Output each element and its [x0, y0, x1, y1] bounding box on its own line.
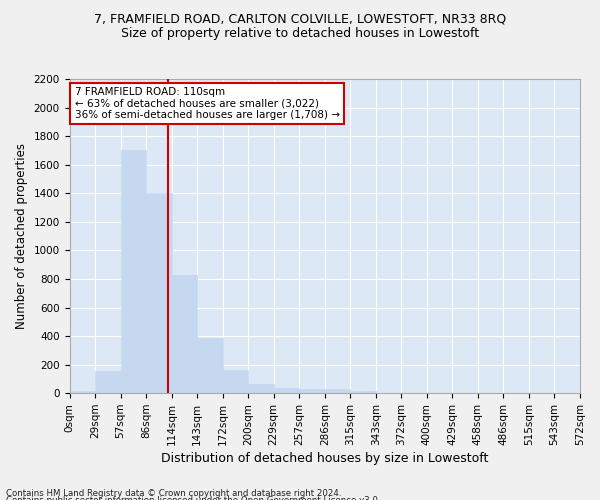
- Bar: [121, 150, 146, 393]
- Bar: [299, 389, 325, 393]
- Text: Contains public sector information licensed under the Open Government Licence v3: Contains public sector information licen…: [6, 496, 380, 500]
- Bar: [95, 371, 121, 393]
- Bar: [70, 391, 95, 393]
- Bar: [146, 194, 172, 393]
- X-axis label: Distribution of detached houses by size in Lowestoft: Distribution of detached houses by size …: [161, 452, 488, 465]
- Text: Size of property relative to detached houses in Lowestoft: Size of property relative to detached ho…: [121, 28, 479, 40]
- Text: Contains HM Land Registry data © Crown copyright and database right 2024.: Contains HM Land Registry data © Crown c…: [6, 488, 341, 498]
- Bar: [274, 388, 299, 393]
- Text: 7, FRAMFIELD ROAD, CARLTON COLVILLE, LOWESTOFT, NR33 8RQ: 7, FRAMFIELD ROAD, CARLTON COLVILLE, LOW…: [94, 12, 506, 26]
- Bar: [350, 390, 376, 393]
- Bar: [197, 338, 223, 393]
- Bar: [325, 389, 350, 393]
- Bar: [223, 370, 248, 393]
- Y-axis label: Number of detached properties: Number of detached properties: [15, 143, 28, 329]
- Bar: [248, 384, 274, 393]
- Bar: [172, 274, 197, 393]
- Text: 7 FRAMFIELD ROAD: 110sqm
← 63% of detached houses are smaller (3,022)
36% of sem: 7 FRAMFIELD ROAD: 110sqm ← 63% of detach…: [74, 87, 340, 120]
